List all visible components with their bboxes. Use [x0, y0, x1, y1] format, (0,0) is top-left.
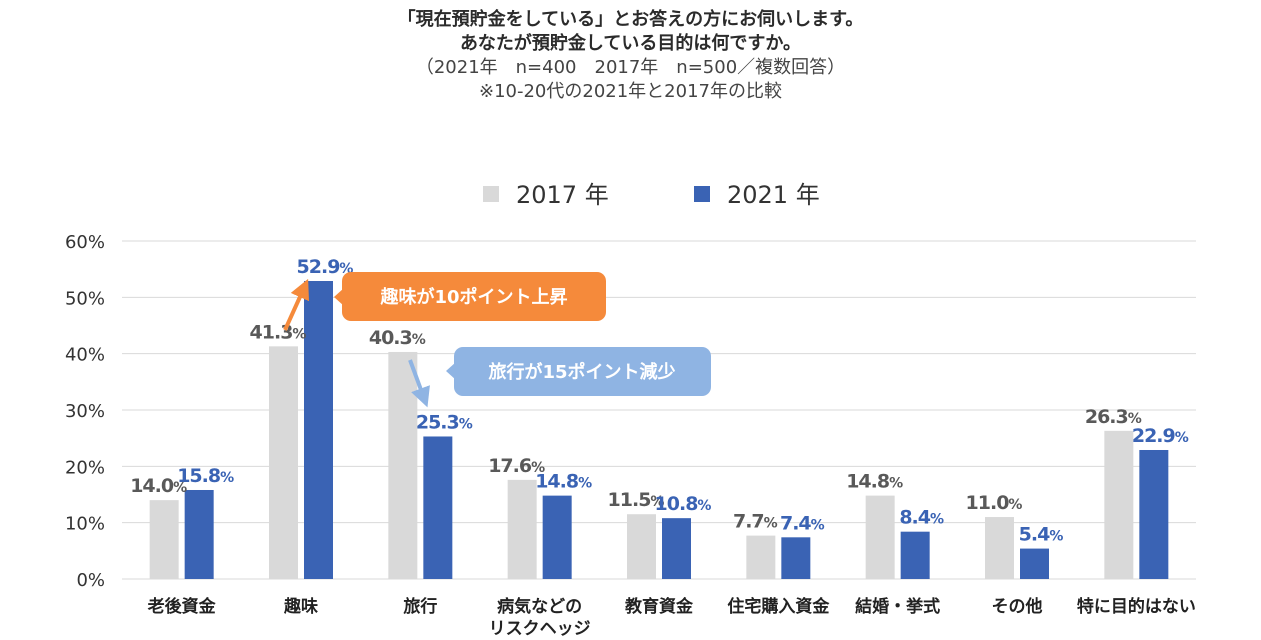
legend-swatch-2017 — [483, 186, 499, 202]
callout-up-arrow — [283, 278, 309, 331]
callout-up: 趣味が10ポイント上昇 — [283, 272, 606, 331]
x-tick-label: 病気などの — [497, 596, 582, 617]
bar-2017 — [627, 514, 656, 579]
legend-label-2021: 2021 年 — [727, 181, 820, 209]
bar-2017 — [507, 479, 537, 579]
bar-2021 — [781, 537, 811, 579]
callout-up-box — [342, 272, 606, 321]
callout-down-text: 旅行が15ポイント減少 — [488, 361, 675, 383]
x-tick-label: その他 — [992, 596, 1043, 617]
x-tick-label: 旅行 — [403, 596, 437, 617]
bar-2021 — [1020, 548, 1049, 579]
x-tick-label: 結婚・挙式 — [855, 596, 940, 617]
bar-2021 — [423, 436, 453, 579]
callout-down-box — [454, 347, 711, 396]
bar-2017 — [269, 346, 298, 579]
y-tick-label: 50% — [65, 288, 105, 309]
legend-label-2017: 2017 年 — [516, 181, 609, 209]
data-labels: 14.0%15.8%41.3%52.9%40.3%25.3%17.6%14.8%… — [130, 256, 1190, 546]
x-tick-label: 特に目的はない — [1077, 596, 1196, 617]
data-label-2021: 5.4% — [1019, 524, 1064, 546]
y-tick-label: 20% — [65, 457, 105, 478]
callout-up-pointer — [334, 288, 344, 306]
bar-2017 — [149, 500, 179, 579]
x-tick-label: 老後資金 — [147, 596, 217, 617]
data-label-2017: 41.3% — [250, 321, 307, 343]
bar-2021 — [184, 489, 214, 579]
bar-2017 — [388, 351, 418, 579]
bar-2017 — [985, 517, 1014, 579]
chart-titles: 「現在預貯金をしている」とお答えの方にお伺いします。 あなたが預貯金している目的… — [0, 8, 1261, 104]
data-label-2021: 14.8% — [535, 471, 592, 493]
bars — [149, 280, 1169, 579]
callout-down-arrow — [408, 359, 430, 408]
chart-title-line2: あなたが預貯金している目的は何ですか。 — [459, 33, 802, 54]
data-label-2021: 8.4% — [899, 507, 944, 529]
y-tick-label: 10% — [65, 514, 105, 535]
chart-title-line1: 「現在預貯金をしている」とお答えの方にお伺いします。 — [397, 9, 864, 30]
data-label-2021: 7.4% — [780, 512, 825, 534]
bar-2021 — [900, 531, 930, 579]
y-tick-label: 0% — [76, 570, 105, 591]
data-label-2017: 14.8% — [846, 471, 903, 493]
data-label-2017: 26.3% — [1085, 406, 1142, 428]
y-tick-label: 30% — [65, 401, 105, 422]
chart-subtitle-line2: ※10-20代の2021年と2017年の比較 — [478, 81, 782, 102]
x-tick-label: 趣味 — [283, 596, 318, 617]
bar-2021 — [662, 518, 691, 579]
data-label-2021: 25.3% — [416, 411, 473, 433]
data-label-2017: 17.6% — [488, 455, 545, 477]
bar-2021 — [542, 495, 572, 579]
y-tick-label: 60% — [65, 232, 105, 253]
data-label-2021: 22.9% — [1132, 425, 1189, 447]
data-label-2017: 11.0% — [966, 492, 1023, 514]
data-label-2021: 15.8% — [177, 465, 234, 487]
data-label-2017: 7.7% — [733, 511, 778, 533]
bar-2017 — [865, 495, 895, 579]
chart-subtitle-line1: （2021年 n=400 2017年 n=500／複数回答） — [415, 57, 846, 78]
bar-2021 — [1139, 449, 1169, 579]
x-tick-label: 教育資金 — [624, 596, 694, 617]
callout-up-text: 趣味が10ポイント上昇 — [379, 286, 567, 308]
bar-2017 — [746, 535, 776, 579]
y-axis: 0% 10% 20% 30% 40% 50% 60% — [65, 232, 105, 591]
x-tick-label: リスクヘッジ — [489, 619, 591, 639]
y-tick-label: 40% — [65, 345, 105, 366]
data-label-2017: 14.0% — [130, 475, 187, 497]
data-label-2021: 10.8% — [655, 493, 712, 515]
legend-swatch-2021 — [694, 186, 710, 202]
callout-down-pointer — [446, 362, 456, 380]
data-label-2017: 11.5% — [608, 489, 665, 511]
x-tick-label: 住宅購入資金 — [727, 596, 830, 617]
legend: 2017 年 2021 年 — [483, 181, 820, 209]
callout-down: 旅行が15ポイント減少 — [408, 347, 711, 408]
data-label-2017: 40.3% — [369, 327, 426, 349]
bar-2017 — [1104, 430, 1134, 579]
bar-2021 — [304, 280, 333, 579]
